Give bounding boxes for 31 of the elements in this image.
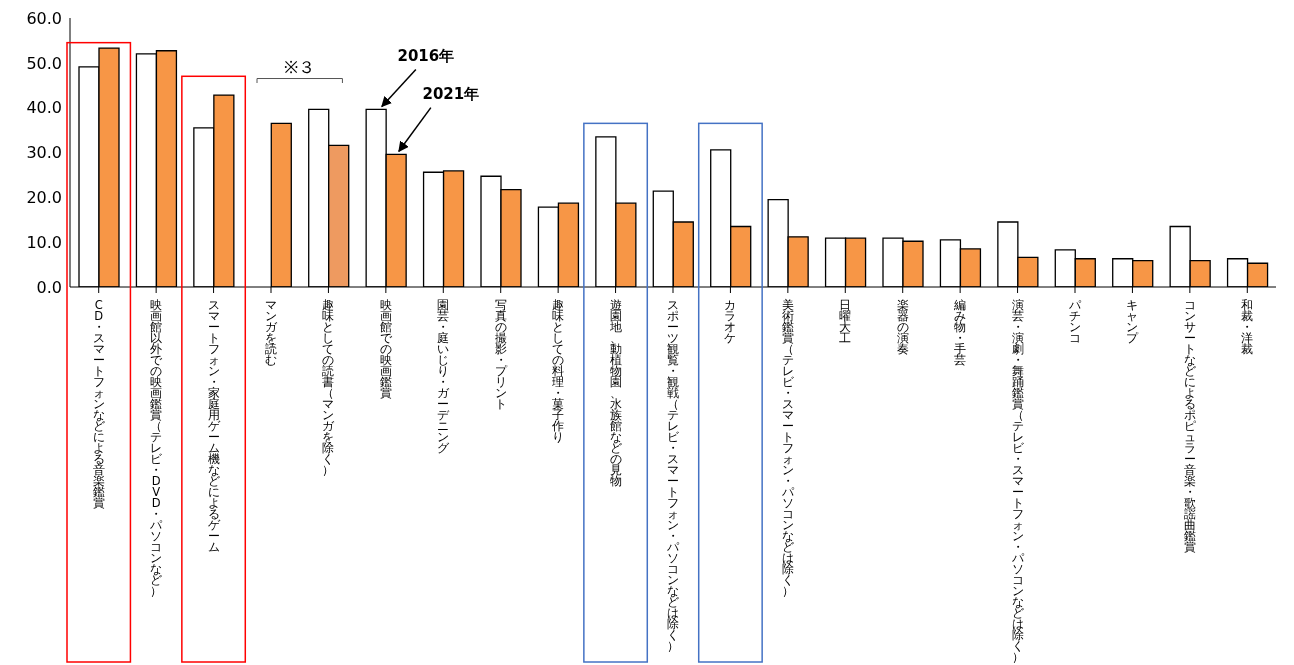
y-tick-label: 10.0 bbox=[26, 232, 62, 252]
category-label: 映画館以外での映画鑑賞（テレビ・DVD・パソコンなど） bbox=[150, 298, 163, 598]
category-label: スマートフォン・家庭用ゲーム機などによるゲーム bbox=[207, 298, 220, 554]
category-label: 映画館での映画鑑賞 bbox=[379, 298, 392, 400]
category-label: スポーツ観覧・観戦（テレビ・スマートフォン・パソコンなどは除く） bbox=[667, 298, 679, 653]
category-label: 趣味としての料理・菓子作り bbox=[552, 298, 565, 444]
category-label: 美術鑑賞（テレビ・スマートフォン・パソコンなどは除く） bbox=[781, 298, 794, 598]
y-tick-label: 50.0 bbox=[26, 53, 62, 73]
category-label: 趣味としての読書（マンガを除く） bbox=[322, 298, 335, 477]
x-tick-label: パチンコ bbox=[1068, 298, 1082, 345]
category-label: CD・スマートフォンなどによる音楽鑑賞 bbox=[92, 298, 105, 510]
text: 2021年 bbox=[422, 84, 480, 103]
category-label: コンサートなどによるポピュラー音楽・歌謡曲鑑賞 bbox=[1183, 298, 1196, 554]
x-tick-label: 和裁・洋裁 bbox=[1241, 298, 1254, 356]
y-tick-label: 60.0 bbox=[26, 8, 62, 28]
category-label: 写真の撮影・プリント bbox=[494, 298, 507, 411]
text: 2016年 bbox=[397, 47, 455, 66]
y-tick-label: 30.0 bbox=[26, 143, 62, 163]
category-label: 演芸・演劇・舞踊鑑賞（テレビ・スマートフォン・パソコンなどは除く） bbox=[1011, 298, 1024, 664]
y-tick-label: 40.0 bbox=[26, 98, 62, 118]
x-tick-label: カラオケ bbox=[724, 298, 737, 345]
annotation: ※３ bbox=[284, 56, 316, 77]
x-tick-label: マンガを読む bbox=[265, 298, 278, 367]
y-tick-label: 0.0 bbox=[36, 277, 62, 297]
category-label: 遊園地、動植物園、水族館などの見物 bbox=[609, 298, 622, 488]
x-tick-label: 日曜大工 bbox=[839, 298, 852, 345]
y-tick-label: 20.0 bbox=[26, 188, 62, 208]
x-tick-label: 楽器の演奏 bbox=[896, 298, 909, 356]
x-tick-label: キャンプ bbox=[1126, 298, 1140, 345]
x-tick-label: 編み物・手芸 bbox=[953, 298, 967, 367]
category-label: 園芸・庭いじり・ガーデニング bbox=[437, 298, 450, 455]
